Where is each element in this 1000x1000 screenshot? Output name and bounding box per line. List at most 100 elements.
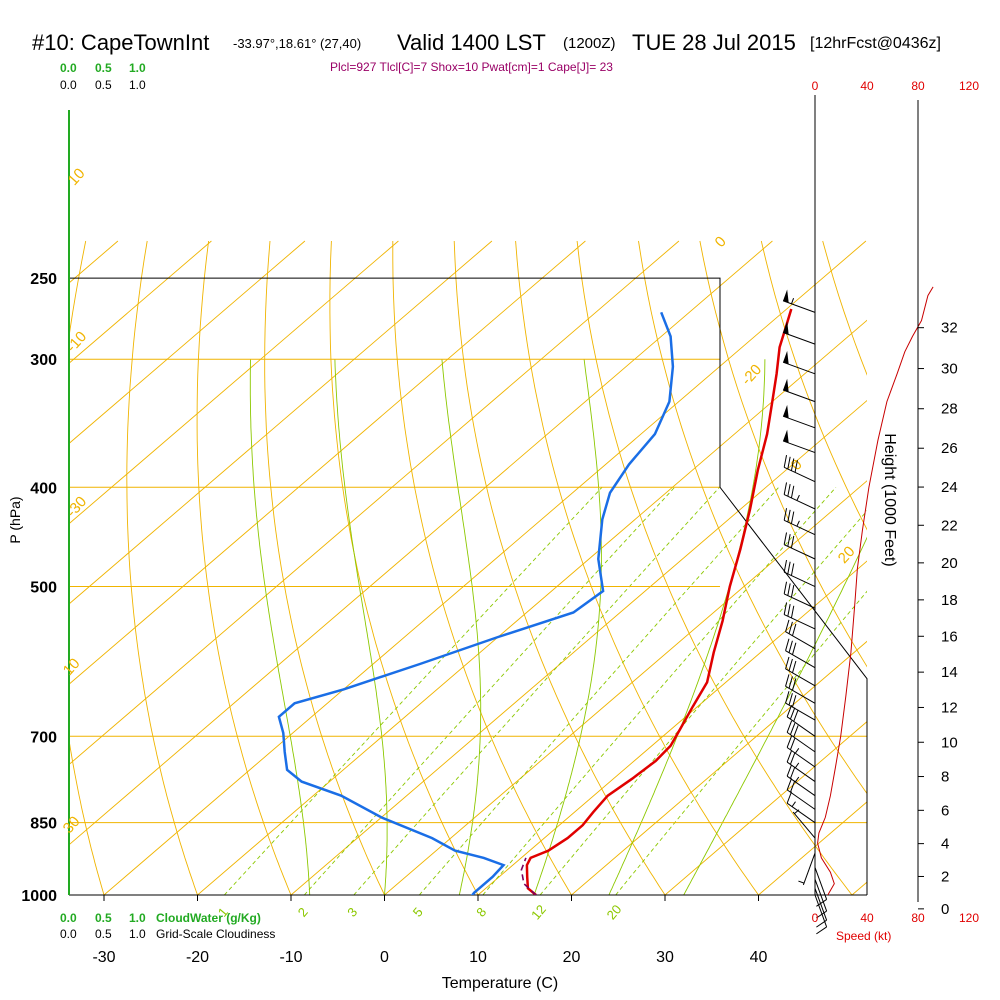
cloudwater-tick: 0.5 <box>95 911 112 925</box>
dry-adiabat <box>946 241 1000 917</box>
axes: -30 -20 -10 0 10 20 30 402503004005007008501000… <box>21 100 958 966</box>
speed-scale-bottom: 0 40 80 120 Speed (kt) <box>812 911 980 943</box>
surface-dewpoint-dot <box>480 896 488 904</box>
barb-flag <box>785 619 790 632</box>
isotherm <box>69 240 493 605</box>
y-tick-label: 250 <box>30 271 57 288</box>
height-tick-label: 12 <box>941 699 958 716</box>
barb-flag <box>790 585 795 598</box>
barb-flag <box>787 456 791 470</box>
x-tick-label: 40 <box>750 949 768 966</box>
barb-flag <box>792 678 797 691</box>
moist-adiabat <box>683 536 867 895</box>
dry-adiabat <box>576 240 853 895</box>
barb-pennant <box>783 378 789 393</box>
title-station: #10: CapeTownInt <box>32 30 209 55</box>
isotherm <box>69 240 306 445</box>
barb-half-flag <box>796 494 800 501</box>
barb-shaft <box>814 867 828 900</box>
wind-barb <box>782 321 816 345</box>
barb-shaft <box>783 571 816 588</box>
dry-adiabat <box>453 240 666 895</box>
barb-shaft <box>792 811 816 839</box>
title-forecast: [12hrFcst@0436z] <box>810 35 941 52</box>
wind-barb <box>782 404 816 429</box>
wind-barb <box>783 455 816 483</box>
x-tick-label: 0 <box>380 949 389 966</box>
mixing-ratio-line <box>223 486 603 895</box>
height-tick-label: 18 <box>941 592 958 609</box>
mixing-ratio-label: 20 <box>604 902 625 923</box>
barb-flag <box>785 638 790 651</box>
isotherm <box>69 240 586 685</box>
dry-adiabat <box>126 240 198 895</box>
cloudwater-tick: 0.0 <box>60 911 77 925</box>
barb-half-flag <box>794 776 800 783</box>
barb-flag <box>787 509 791 523</box>
cloudiness-tick: 0.0 <box>60 78 77 92</box>
barb-half-flag <box>796 520 800 527</box>
wind-speed-profile <box>817 286 934 895</box>
x-tick-label: 20 <box>563 949 581 966</box>
barb-flag <box>816 926 827 935</box>
cloudiness-tick: 0.5 <box>95 78 112 92</box>
isotherm <box>664 721 867 895</box>
barb-shaft <box>783 494 816 510</box>
mixing-ratio-line <box>539 510 867 895</box>
barb-shaft <box>814 878 828 912</box>
barb-shaft <box>785 685 816 704</box>
speed-tick: 80 <box>911 911 925 925</box>
barb-flag <box>785 656 790 669</box>
wind-barb <box>786 791 816 824</box>
barb-flag <box>785 674 790 687</box>
barb-shaft <box>783 593 816 609</box>
wind-barb <box>798 852 816 886</box>
barb-flag <box>783 581 788 594</box>
barb-flag <box>816 899 827 907</box>
barb-flag <box>790 485 795 499</box>
title-valid: Valid 1400 LST <box>397 30 546 55</box>
barb-flag <box>788 621 793 634</box>
height-tick-label: 28 <box>941 401 958 418</box>
wind-barb <box>786 778 816 810</box>
barb-flag <box>789 738 796 750</box>
x-tick-label: 10 <box>469 949 487 966</box>
height-tick-label: 14 <box>941 664 958 681</box>
moist-adiabat <box>608 359 766 895</box>
height-tick-label: 8 <box>941 769 949 786</box>
barb-shaft <box>786 747 816 768</box>
series-temperature <box>525 308 793 895</box>
barb-flag <box>790 563 795 576</box>
barb-flag <box>786 791 793 804</box>
speed-tick: 0 <box>812 911 819 925</box>
dry-adiabat-label: -20 <box>738 361 765 388</box>
barb-flag <box>787 534 791 547</box>
dry-adiabat-label: 0 <box>712 233 730 251</box>
barb-flag <box>790 511 795 524</box>
height-tick-label: 6 <box>941 802 949 819</box>
height-tick-label: 26 <box>941 440 958 457</box>
speed-tick: 120 <box>959 911 979 925</box>
cloudwater-scale-bottom: 0.0 0.5 1.0 CloudWater (g/Kg) 0.0 0.5 1.… <box>60 911 275 941</box>
height-tick-label: 24 <box>941 479 958 496</box>
dry-adiabat-label: -30 <box>63 493 90 520</box>
dry-adiabat <box>329 240 479 895</box>
isotherm <box>477 560 867 895</box>
barb-pennant <box>783 429 789 443</box>
mixing-ratio-line <box>303 486 675 895</box>
wind-barb <box>814 894 828 935</box>
dry-adiabat <box>699 240 867 668</box>
x-tick-label: -20 <box>186 949 209 966</box>
barb-flag <box>816 910 827 919</box>
barb-pennant <box>783 321 789 335</box>
wind-barb <box>783 559 816 588</box>
isotherm <box>758 801 867 895</box>
x-tick-label: -30 <box>92 949 115 966</box>
barb-pennant <box>783 404 789 419</box>
moist-adiabat <box>441 359 482 895</box>
height-axis-title: Height (1000 Feet) <box>881 433 898 566</box>
cloudwater-tick: 1.0 <box>129 911 146 925</box>
isotherm <box>69 240 680 766</box>
barb-flag <box>787 583 791 596</box>
wind-barb <box>782 350 816 375</box>
